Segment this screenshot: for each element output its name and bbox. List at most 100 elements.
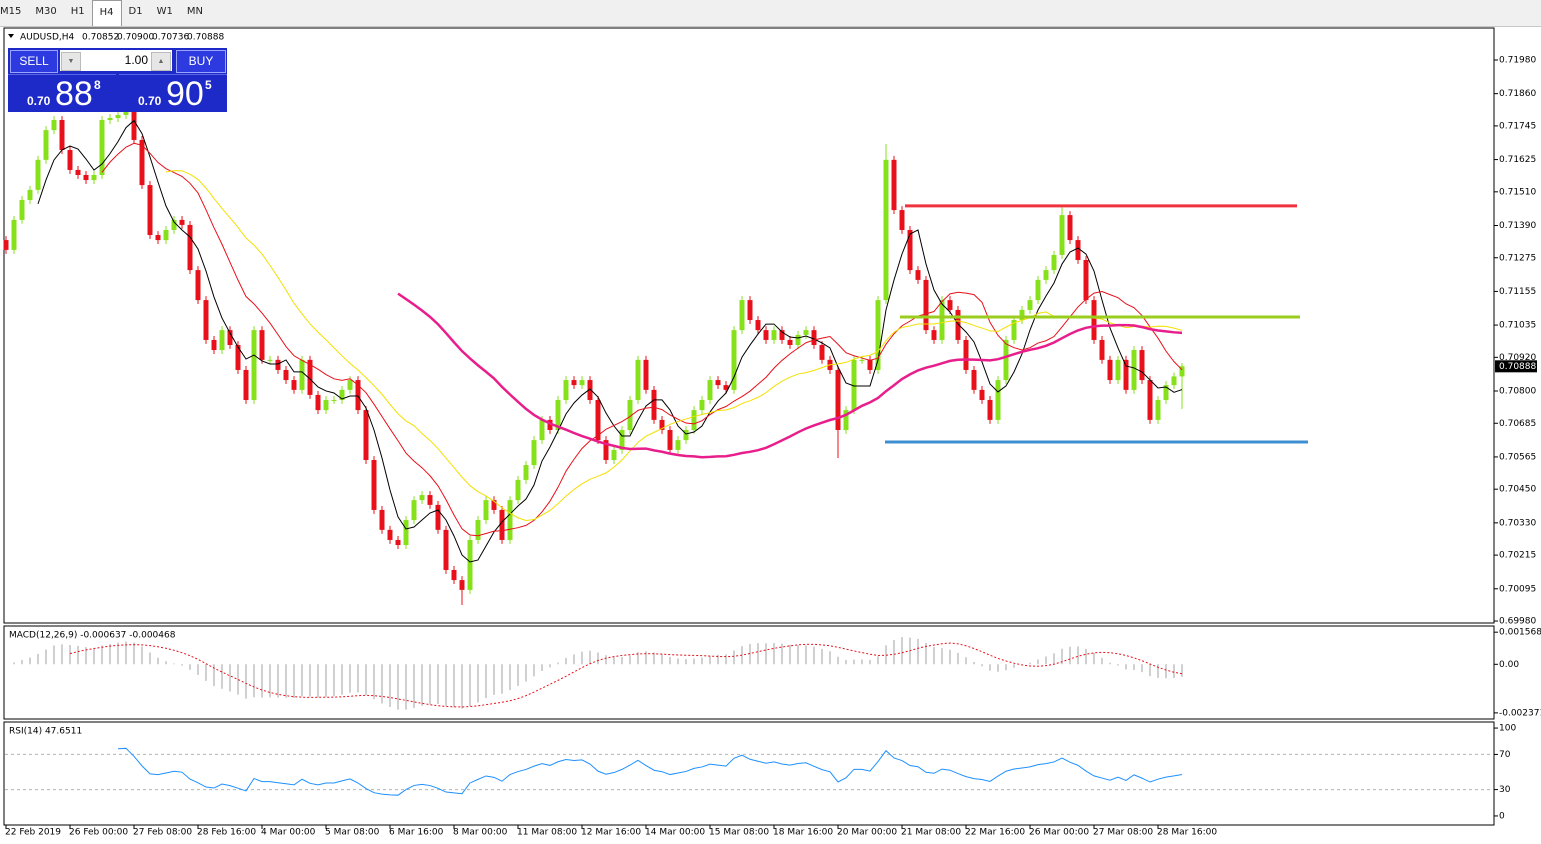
- candle-body: [259, 330, 265, 360]
- candle-body: [379, 509, 385, 530]
- candle-body: [1171, 376, 1177, 386]
- y-tick-label: 0.001568: [1499, 628, 1541, 638]
- candle-body: [163, 229, 169, 241]
- candle-body: [1091, 300, 1097, 340]
- candle-body: [219, 330, 225, 351]
- candle-body: [147, 185, 153, 236]
- y-tick-label: 0.71035: [1499, 321, 1536, 331]
- y-tick-label: 0.70215: [1499, 551, 1536, 561]
- candle-body: [51, 120, 57, 131]
- x-tick-label: 20 Mar 00:00: [837, 828, 897, 838]
- candle-body: [619, 429, 625, 450]
- last-price-label: 0.70888: [1499, 362, 1536, 372]
- ask-quote[interactable]: 0.70 90 5: [119, 74, 227, 113]
- lots-down[interactable]: ▼: [61, 52, 81, 71]
- candle-body: [251, 330, 257, 400]
- candle-body: [171, 219, 177, 230]
- candle-body: [755, 320, 761, 331]
- lots-input[interactable]: ▼ 1.00 ▲: [60, 50, 172, 71]
- timeframe-tab[interactable]: W1: [156, 6, 173, 17]
- x-tick-label: 21 Mar 08:00: [901, 828, 961, 838]
- candle-body: [459, 580, 465, 590]
- timeframe-tab[interactable]: M15: [0, 6, 22, 17]
- buy-button[interactable]: BUY: [176, 50, 226, 73]
- one-click-trading: SELL ▼ 1.00 ▲ BUY 0.70 88 8 0.70 90 5: [8, 48, 227, 113]
- y-tick-label: 0.70330: [1499, 518, 1536, 528]
- y-tick-label: 0.70685: [1499, 419, 1536, 429]
- candle-body: [531, 440, 537, 466]
- candle-body: [99, 120, 105, 175]
- bid-fraction: 8: [94, 78, 101, 92]
- timeframe-tab[interactable]: H4: [91, 0, 122, 26]
- y-tick-label: 100: [1499, 724, 1516, 734]
- y-tick-label: 0.71860: [1499, 89, 1536, 99]
- candle-body: [283, 369, 289, 381]
- candle-body: [635, 359, 641, 400]
- candles: [3, 105, 1185, 606]
- timeframe-tab[interactable]: M30: [35, 6, 57, 17]
- lots-up[interactable]: ▲: [151, 52, 171, 71]
- x-tick-label: 26 Feb 00:00: [69, 828, 128, 838]
- main-panel: [3, 27, 1495, 624]
- candle-body: [955, 309, 961, 340]
- candle-body: [923, 279, 929, 331]
- candle-body: [939, 300, 945, 340]
- header-value: 0.70888: [187, 33, 224, 43]
- last-price-box: [1495, 360, 1537, 373]
- x-tick-label: 18 Mar 16:00: [773, 828, 833, 838]
- candle-body: [83, 174, 89, 181]
- candle-body: [507, 500, 513, 540]
- x-tick-label: 27 Mar 08:00: [1093, 828, 1153, 838]
- candle-body: [867, 359, 873, 370]
- candle-body: [859, 359, 865, 361]
- candle-body: [1147, 380, 1153, 420]
- candle-body: [627, 399, 633, 430]
- candle-body: [1075, 240, 1081, 260]
- candle-body: [355, 380, 361, 411]
- moving-average: [37, 119, 1183, 563]
- candle-body: [547, 419, 553, 430]
- candle-body: [563, 380, 569, 400]
- candle-body: [699, 399, 705, 411]
- sell-button[interactable]: SELL: [10, 50, 58, 73]
- candle-body: [211, 339, 217, 351]
- candle-body: [667, 429, 673, 450]
- x-tick-label: 8 Mar 00:00: [453, 828, 508, 838]
- candle-body: [675, 440, 681, 450]
- bid-prefix: 0.70: [27, 94, 51, 108]
- candle-body: [363, 410, 369, 461]
- ask-fraction: 5: [205, 78, 212, 92]
- y-tick-label: 0.70920: [1499, 353, 1536, 363]
- candle-body: [1059, 215, 1065, 255]
- macd-panel: [3, 625, 1495, 720]
- timeframe-tab[interactable]: D1: [128, 6, 143, 17]
- candle-body: [587, 380, 593, 400]
- candle-body: [971, 369, 977, 390]
- bid-quote[interactable]: 0.70 88 8: [8, 74, 116, 113]
- candle-body: [1011, 320, 1017, 340]
- candle-body: [835, 369, 841, 430]
- candle-body: [451, 569, 457, 581]
- candle-body: [987, 399, 993, 420]
- x-tick-label: 22 Feb 2019: [5, 828, 61, 838]
- candle-body: [323, 399, 329, 411]
- y-tick-label: 0.71275: [1499, 253, 1536, 263]
- candle-body: [155, 235, 161, 241]
- x-tick-label: 22 Mar 16:00: [965, 828, 1025, 838]
- timeframe-tab[interactable]: H1: [70, 6, 85, 17]
- candle-body: [907, 229, 913, 271]
- y-tick-label: 0.71155: [1499, 287, 1536, 297]
- candle-body: [419, 495, 425, 501]
- timeframe-tab[interactable]: MN: [186, 6, 203, 17]
- candle-body: [691, 410, 697, 430]
- candle-body: [243, 369, 249, 400]
- candle-body: [67, 150, 73, 170]
- x-tick-label: 27 Feb 08:00: [133, 828, 192, 838]
- header-arrow: [8, 34, 14, 38]
- y-tick-label: -0.002371: [1499, 708, 1541, 718]
- candle-body: [1139, 350, 1145, 381]
- candle-body: [339, 389, 345, 400]
- candle-body: [643, 359, 649, 390]
- y-tick-label: 0.70565: [1499, 452, 1536, 462]
- candle-body: [499, 509, 505, 540]
